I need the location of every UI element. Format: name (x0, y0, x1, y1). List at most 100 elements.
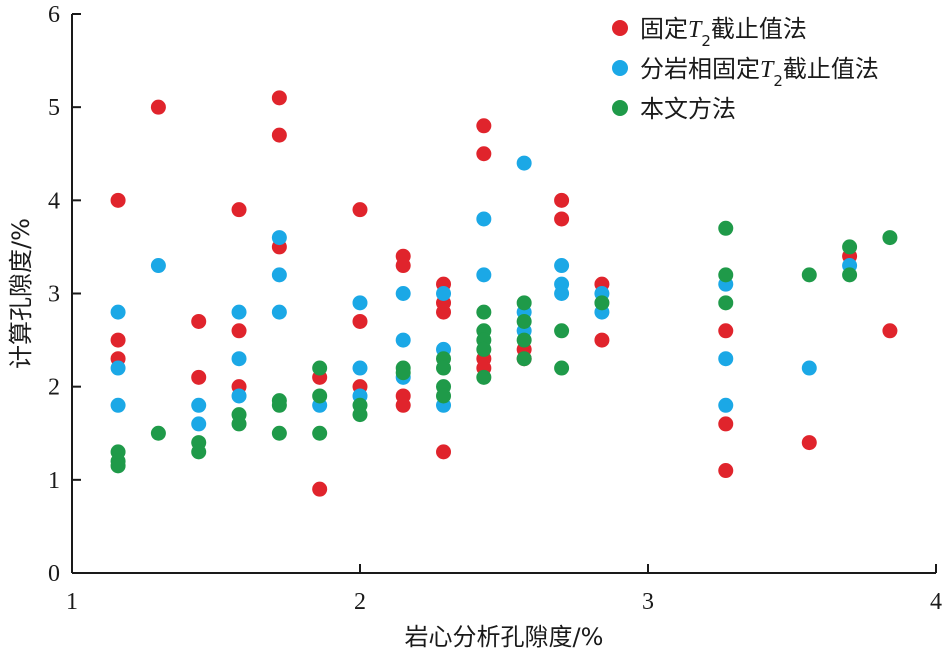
data-point (718, 267, 734, 283)
data-point (436, 286, 452, 301)
legend-marker (612, 60, 628, 76)
data-point (231, 351, 247, 367)
data-point (842, 267, 858, 283)
y-tick-label: 4 (48, 188, 60, 214)
legend-marker (612, 20, 628, 36)
x-tick-label: 1 (66, 589, 78, 615)
data-point (352, 407, 368, 423)
x-tick-label: 4 (930, 589, 942, 615)
x-axis-label: 岩心分析孔隙度/% (405, 623, 604, 651)
series-3 (110, 220, 898, 474)
legend-label: 分岩相固定T2截止值法 (640, 55, 879, 90)
data-point (554, 192, 570, 208)
data-point (271, 127, 287, 143)
data-point (231, 323, 247, 339)
data-point (718, 463, 734, 479)
data-point (395, 332, 411, 348)
data-point (271, 230, 287, 246)
data-point (476, 211, 492, 227)
data-point (352, 202, 368, 218)
data-point (554, 211, 570, 227)
data-point (516, 295, 532, 311)
data-point (271, 397, 287, 413)
legend-marker (612, 100, 628, 116)
x-tick-label: 2 (354, 589, 366, 615)
data-point (801, 435, 817, 451)
data-point (436, 304, 452, 320)
data-point (554, 360, 570, 376)
data-point (842, 239, 858, 255)
data-point (312, 360, 328, 376)
data-point (516, 155, 532, 171)
data-point (395, 365, 411, 381)
data-points (110, 90, 898, 497)
data-point (476, 267, 492, 283)
data-point (191, 313, 207, 329)
data-point (801, 267, 817, 283)
data-point (110, 192, 126, 208)
data-point (150, 425, 166, 441)
data-point (271, 425, 287, 441)
data-point (882, 323, 898, 339)
data-point (801, 360, 817, 376)
data-point (476, 118, 492, 134)
data-point (110, 332, 126, 348)
data-point (352, 360, 368, 376)
data-point (231, 202, 247, 218)
data-point (191, 416, 207, 432)
data-point (110, 458, 126, 474)
data-point (110, 304, 126, 320)
data-point (718, 323, 734, 339)
data-point (516, 351, 532, 367)
data-point (191, 397, 207, 413)
data-point (718, 220, 734, 236)
series-1 (110, 90, 898, 497)
data-point (718, 351, 734, 367)
data-point (231, 388, 247, 404)
data-point (312, 388, 328, 404)
data-point (395, 397, 411, 413)
legend-label: 固定T2截止值法 (640, 15, 807, 50)
data-point (476, 341, 492, 357)
data-point (516, 332, 532, 348)
data-point (718, 295, 734, 311)
data-point (271, 90, 287, 106)
y-axis-label: 计算孔隙度/% (7, 218, 35, 369)
data-point (271, 267, 287, 283)
y-tick-label: 0 (48, 561, 60, 587)
y-tick-label: 1 (48, 468, 60, 494)
data-point (150, 258, 166, 274)
data-point (594, 295, 610, 311)
data-point (312, 425, 328, 441)
y-tick-label: 3 (48, 282, 60, 308)
data-point (191, 444, 207, 460)
data-point (594, 332, 610, 348)
data-point (110, 360, 126, 376)
data-point (476, 146, 492, 162)
data-point (436, 388, 452, 404)
y-tick-label: 5 (48, 95, 60, 121)
data-point (436, 444, 452, 460)
data-point (395, 286, 411, 301)
y-tick-label: 6 (48, 2, 60, 28)
data-point (352, 313, 368, 329)
data-point (150, 99, 166, 115)
data-point (554, 286, 570, 301)
data-point (476, 369, 492, 385)
data-point (312, 481, 328, 497)
data-point (882, 230, 898, 246)
data-point (352, 295, 368, 311)
data-point (110, 397, 126, 413)
data-point (516, 313, 532, 329)
data-point (271, 304, 287, 320)
data-point (395, 258, 411, 274)
data-point (476, 304, 492, 320)
series-2 (110, 155, 858, 432)
data-point (191, 369, 207, 385)
data-point (718, 397, 734, 413)
data-point (554, 258, 570, 274)
data-point (554, 323, 570, 339)
